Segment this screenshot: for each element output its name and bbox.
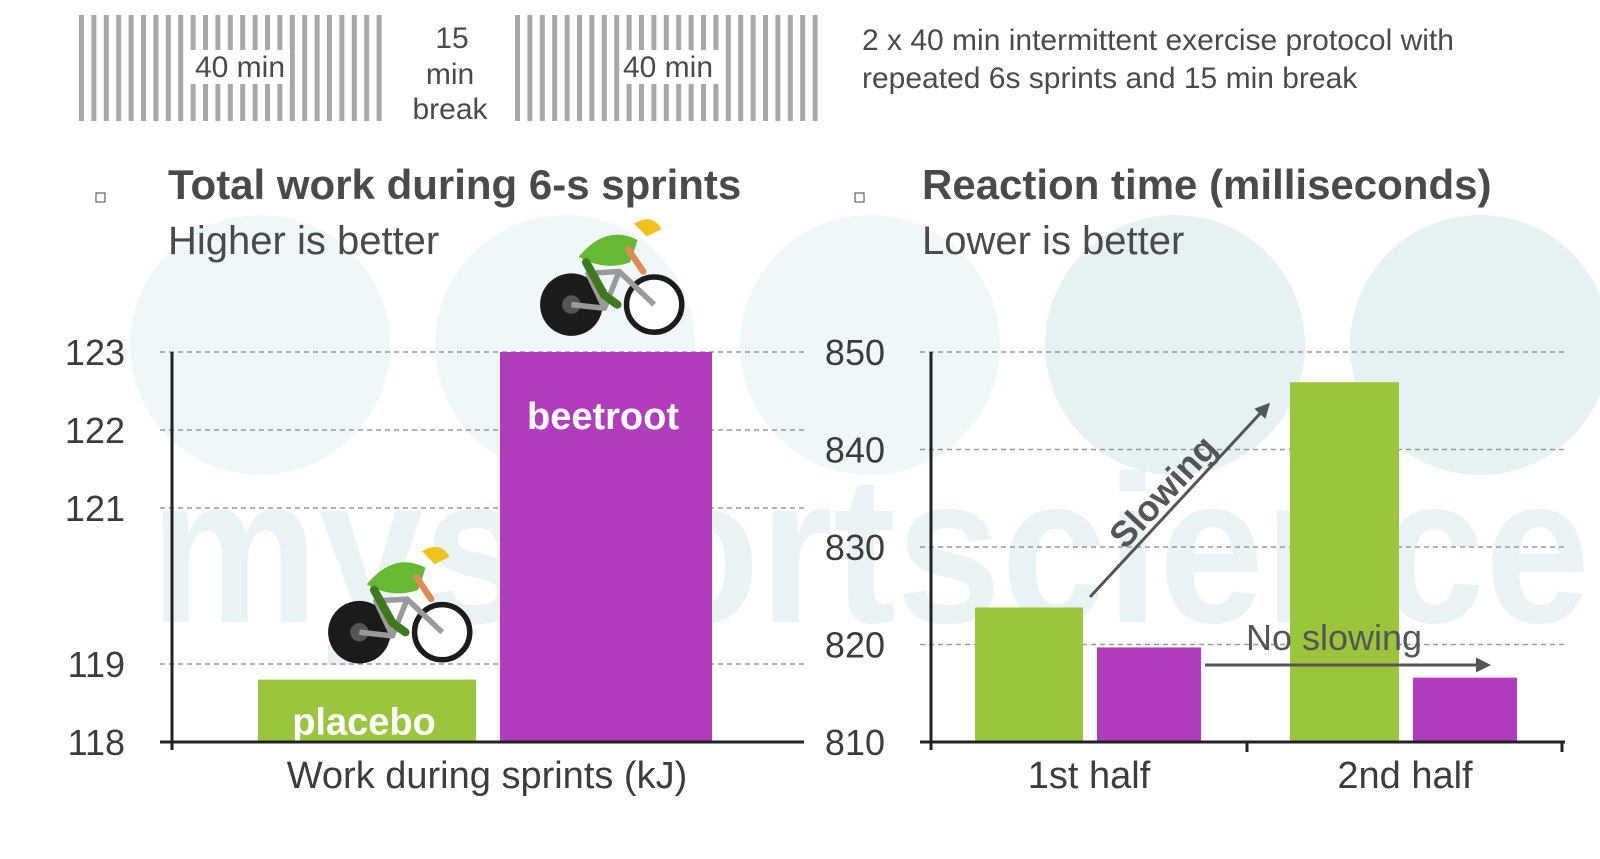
chart-total-work: placebo beetroot 118 119 121 122 123 Work dur… bbox=[65, 219, 804, 797]
protocol-stripe bbox=[763, 15, 768, 121]
break-label-line-3: break bbox=[412, 93, 488, 126]
chart2-y-tick-label: 830 bbox=[825, 527, 885, 568]
watermark-dot bbox=[1045, 215, 1305, 475]
protocol-stripe bbox=[800, 15, 806, 121]
protocol-description-line-1: 2 x 40 min intermittent exercise protoco… bbox=[862, 24, 1454, 57]
chart1-y-ticks: 118 119 121 122 123 bbox=[65, 332, 125, 763]
cyclist-helmet bbox=[633, 219, 662, 237]
cyclist-leg bbox=[581, 258, 622, 309]
cyclist-rear-hub bbox=[562, 295, 581, 314]
chart1-bar-placebo bbox=[258, 679, 476, 742]
chart1-bar-label: beetroot bbox=[527, 396, 679, 438]
protocol-stripe bbox=[812, 15, 818, 121]
bullet-marker bbox=[95, 192, 106, 203]
chart1-subtitle: Higher is better bbox=[168, 219, 439, 263]
protocol-stripe bbox=[539, 15, 545, 121]
protocol-block-1-label-bg bbox=[190, 50, 290, 84]
bullet-marker bbox=[854, 192, 865, 203]
cyclist-rear-hub bbox=[350, 623, 369, 642]
chart1-y-tick-label: 122 bbox=[65, 410, 125, 451]
protocol-stripe bbox=[339, 15, 345, 121]
protocol-stripe bbox=[527, 15, 533, 121]
protocol-stripe bbox=[165, 15, 171, 121]
protocol-stripe bbox=[787, 15, 793, 121]
protocol-block-2-label: 40 min bbox=[623, 51, 713, 84]
protocol-stripe bbox=[577, 15, 582, 121]
chart2-bar-beetroot bbox=[1413, 677, 1517, 742]
cyclist-arm bbox=[625, 246, 647, 275]
protocol-stripe bbox=[178, 15, 184, 121]
protocol-stripe bbox=[738, 15, 744, 121]
chart2-y-tick-label: 810 bbox=[825, 722, 885, 763]
protocol-stripe bbox=[364, 15, 370, 121]
protocol-stripe bbox=[614, 15, 620, 121]
protocol-stripe bbox=[314, 15, 320, 121]
protocol-stripe bbox=[302, 15, 308, 121]
cyclist-arm bbox=[413, 573, 435, 603]
chart2-x-tick-label: 2nd half bbox=[1337, 755, 1473, 797]
chart2-y-ticks: 810 820 830 840 850 bbox=[825, 332, 885, 763]
break-label-line-1: 15 bbox=[435, 22, 468, 55]
chart1-title: Total work during 6-s sprints bbox=[168, 161, 741, 208]
protocol-stripe bbox=[128, 15, 134, 121]
cyclist-icon bbox=[540, 219, 685, 336]
watermark-dot bbox=[740, 215, 1000, 475]
chart2-subtitle: Lower is better bbox=[922, 219, 1184, 263]
chart1-bar-label: placebo bbox=[292, 702, 436, 744]
protocol-stripe bbox=[589, 15, 595, 121]
protocol-stripe bbox=[91, 15, 97, 121]
protocol-stripe bbox=[750, 15, 756, 121]
slowing-arrow bbox=[1088, 402, 1271, 599]
chart1-bars: placebo beetroot bbox=[258, 219, 712, 744]
cyclist-torso bbox=[578, 234, 638, 266]
protocol-stripe bbox=[515, 15, 520, 121]
protocol-stripe bbox=[564, 15, 570, 121]
watermark-dot bbox=[130, 215, 390, 475]
chart1-y-tick-label: 119 bbox=[68, 644, 125, 685]
cyclist-torso bbox=[366, 562, 426, 594]
chart1-y-tick-label: 121 bbox=[65, 488, 125, 529]
chart1-y-tick-label: 118 bbox=[68, 722, 125, 763]
protocol-header: 40 min 40 min 15 min break 2 x 40 min in… bbox=[79, 15, 1454, 126]
chart1-y-tick-label: 123 bbox=[65, 332, 125, 373]
chart1-bar-beetroot bbox=[500, 352, 712, 742]
chart2-bar-placebo bbox=[1290, 382, 1399, 742]
protocol-stripe bbox=[775, 15, 781, 121]
protocol-description-line-2: repeated 6s sprints and 15 min break bbox=[862, 62, 1358, 95]
chart2-x-tick-label: 1st half bbox=[1028, 755, 1151, 797]
protocol-stripe bbox=[153, 15, 159, 121]
protocol-stripe bbox=[103, 15, 109, 121]
protocol-stripe bbox=[376, 15, 382, 121]
protocol-block-1-label: 40 min bbox=[195, 51, 285, 84]
cyclist-helmet bbox=[421, 546, 450, 565]
no-slowing-label: No slowing bbox=[1246, 617, 1422, 658]
protocol-block-2-label-bg bbox=[620, 50, 720, 84]
chart1-x-axis-label: Work during sprints (kJ) bbox=[287, 755, 688, 797]
protocol-stripe bbox=[289, 15, 295, 121]
protocol-stripe bbox=[351, 15, 357, 121]
chart2-bars bbox=[975, 382, 1517, 742]
protocol-stripe bbox=[601, 15, 607, 121]
chart2-x-ticks: 1st half 2nd half bbox=[1028, 755, 1473, 797]
protocol-stripe bbox=[141, 15, 146, 121]
protocol-stripe bbox=[79, 15, 84, 121]
protocol-stripe bbox=[327, 15, 332, 121]
chart2-title: Reaction time (milliseconds) bbox=[922, 161, 1491, 208]
protocol-stripe bbox=[725, 15, 731, 121]
break-label-line-2: min bbox=[426, 58, 474, 91]
chart2-y-tick-label: 850 bbox=[825, 332, 885, 373]
cyclist-icon bbox=[328, 546, 473, 664]
protocol-stripe bbox=[552, 15, 558, 121]
chart2-y-tick-label: 820 bbox=[825, 625, 885, 666]
chart2-y-tick-label: 840 bbox=[825, 430, 885, 471]
cyclist-leg bbox=[369, 585, 410, 637]
chart2-bar-beetroot bbox=[1097, 647, 1201, 742]
protocol-stripe bbox=[116, 15, 122, 121]
chart2-bar-placebo bbox=[975, 607, 1083, 742]
watermark-dot bbox=[1350, 215, 1600, 475]
